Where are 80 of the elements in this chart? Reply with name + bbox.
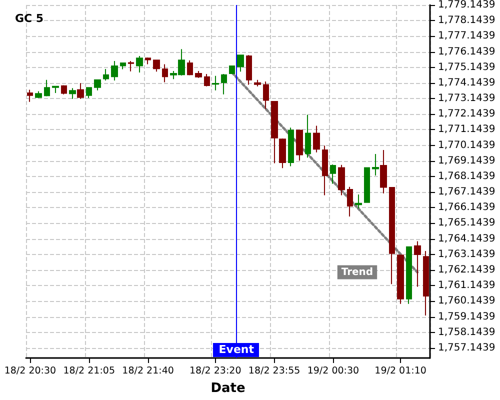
candlestick (305, 114, 311, 158)
candlestick (111, 60, 118, 82)
y-tick-label: 1,767.1439 (438, 186, 496, 198)
annotation: Event (213, 343, 260, 357)
candlestick (313, 125, 320, 153)
candlestick (414, 240, 421, 288)
y-tick-label: 1,758.1439 (438, 326, 496, 338)
candlestick (263, 80, 269, 110)
candlestick (187, 60, 193, 76)
y-tick-label: 1,763.1439 (438, 248, 496, 260)
candlestick (229, 66, 235, 74)
candlestick (254, 79, 261, 87)
candlestick (61, 84, 67, 95)
candlestick (406, 246, 412, 304)
text: GC 5 (15, 12, 44, 25)
candlestick (195, 70, 202, 78)
y-tick-label: 1,768.1439 (438, 170, 496, 182)
candlestick (330, 164, 336, 184)
candlestick (128, 60, 134, 72)
candlestick (77, 82, 84, 100)
candlestick (136, 56, 143, 74)
candlestick (380, 150, 387, 194)
y-tick-label: 1,778.1439 (438, 15, 496, 26)
candlestick (322, 145, 328, 196)
x-tick-label: 18/2 23:55 (248, 366, 300, 376)
y-tick-label: 1,762.1439 (438, 264, 496, 276)
candlestick (271, 101, 278, 164)
y-tick-label: 1,776.1439 (438, 46, 496, 58)
y-tick-label: 1,777.1439 (438, 30, 496, 42)
y-tick-label: 1,760.1439 (438, 296, 496, 307)
x-tick-label: 19/2 01:10 (374, 366, 426, 376)
candlestick (246, 54, 252, 86)
y-tick-label: 1,765.1439 (438, 218, 496, 229)
candlestick (69, 88, 76, 100)
y-tick-label: 1,764.1439 (438, 233, 496, 244)
x-tick-label: 18/2 21:05 (63, 366, 115, 376)
candlestick (35, 90, 42, 98)
y-tick-label: 1,757.1439 (438, 342, 496, 354)
candlestick (86, 87, 92, 98)
candlestick (389, 186, 395, 285)
candlestick (279, 138, 286, 169)
candlestick (423, 250, 429, 316)
candlestick (120, 62, 126, 70)
x-tick-label: 18/2 20:30 (4, 366, 56, 376)
candlestick (237, 54, 244, 72)
candlestick (52, 85, 59, 94)
candlestick (364, 167, 370, 203)
y-tick-label: 1,772.1439 (438, 108, 496, 120)
candlestick (44, 79, 50, 97)
x-axis-title: Date (210, 381, 246, 396)
candlestick (288, 127, 294, 167)
candlestick (212, 75, 219, 91)
y-tick-label: 1,773.1439 (438, 93, 496, 104)
candlestick (94, 79, 101, 91)
candlestick (296, 130, 303, 162)
candlestick (347, 186, 353, 217)
candlestick (397, 254, 404, 304)
x-tick-label: 18/2 23:20 (190, 366, 242, 376)
y-tick-label: 1,759.1439 (438, 311, 496, 322)
y-tick-label: 1,769.1439 (438, 155, 496, 166)
candlestick (153, 60, 160, 72)
candlestick (221, 73, 227, 95)
y-tick-label: 1,779.1439 (438, 0, 496, 10)
candlestick (355, 194, 362, 209)
y-tick-label: 1,771.1439 (438, 124, 496, 136)
candlestick (162, 64, 168, 83)
candlestick (338, 164, 345, 196)
y-tick-label: 1,766.1439 (438, 202, 496, 214)
candlestick (27, 89, 33, 102)
y-tick-label: 1,775.1439 (438, 62, 496, 73)
candlestick (145, 56, 151, 65)
candlestick (103, 68, 109, 82)
y-tick-label: 1,761.1439 (438, 280, 496, 292)
candlestick (204, 73, 210, 87)
candlestick (372, 153, 379, 176)
text: Trend (341, 266, 374, 278)
x-tick-label: 18/2 21:40 (122, 366, 174, 376)
x-tick-label: 19/2 00:30 (307, 366, 360, 376)
y-tick-label: 1,774.1439 (438, 77, 496, 88)
y-tick-label: 1,770.1439 (438, 140, 496, 151)
